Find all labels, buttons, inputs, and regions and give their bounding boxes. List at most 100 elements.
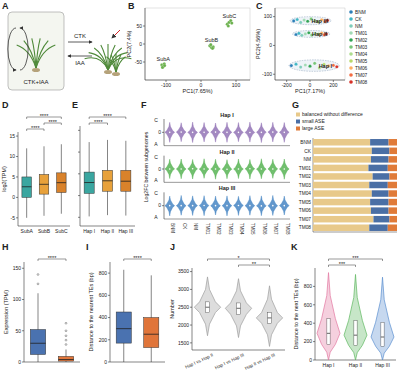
median (39, 184, 49, 185)
y-tick-label: 0 (158, 129, 161, 135)
y-tick (143, 62, 145, 63)
median (215, 168, 217, 170)
legend-label: large ASE (302, 125, 325, 131)
panel-label: G (292, 100, 299, 110)
x-tick-label: TM01 (205, 223, 210, 235)
cycle-arrow (8, 28, 16, 70)
bar (372, 190, 389, 196)
bar (313, 216, 373, 222)
y-tick (16, 136, 18, 137)
legend-swatch (349, 80, 353, 84)
legend-swatch (349, 45, 353, 49)
x-tick-label: Hap I (323, 362, 335, 368)
violin (211, 196, 221, 215)
y-tick (143, 26, 145, 27)
violin (225, 279, 251, 338)
significance-label: ** (252, 261, 257, 267)
x-axis (24, 362, 80, 363)
point (313, 62, 316, 65)
outlier (65, 339, 67, 341)
median (261, 168, 263, 170)
y-tick (78, 130, 80, 131)
violin (317, 273, 340, 360)
y-tick-label: TM05 (299, 200, 312, 205)
significance-label: **** (103, 113, 112, 119)
median (169, 205, 171, 207)
panel-label: D (2, 100, 9, 110)
y-tick-label: 100 (13, 296, 22, 302)
legend-label: BNM (355, 10, 366, 15)
bar (371, 156, 389, 162)
median (192, 205, 194, 207)
leaf (116, 57, 126, 72)
legend-label: small ASE (302, 118, 325, 124)
legend-label: balanced without difference (302, 111, 363, 117)
median (283, 205, 285, 207)
y-tick (273, 74, 275, 75)
row-title: Hap II (220, 149, 235, 155)
inner-box (327, 319, 330, 345)
y-tick (78, 152, 80, 153)
violin (245, 196, 255, 216)
bar (389, 148, 397, 154)
median (30, 343, 45, 344)
point (209, 43, 212, 46)
panel-label: F (141, 100, 147, 110)
bar (388, 224, 397, 230)
box (30, 330, 45, 355)
y-tick-label: 800 (99, 270, 108, 276)
x-tick-label: SubC (55, 228, 68, 234)
bar (389, 207, 397, 213)
annotation: A (154, 177, 158, 183)
violin (234, 196, 244, 215)
x-tick-label: TM07 (273, 223, 278, 235)
legend-label: TM02 (355, 38, 368, 43)
y-tick (313, 304, 315, 305)
y-tick (273, 16, 275, 17)
bar (389, 156, 397, 162)
y-tick-label: TM08 (299, 225, 312, 230)
bar (371, 207, 389, 213)
y-tick (78, 217, 80, 218)
outlier (37, 274, 39, 276)
legend-label: TM05 (355, 59, 368, 64)
arrow (68, 42, 92, 43)
legend-swatch (349, 52, 353, 56)
y-tick (108, 273, 110, 274)
violin (199, 123, 209, 142)
violin (268, 159, 278, 178)
y-tick-label: 1500 (178, 340, 189, 346)
cluster-label: SubB (205, 37, 219, 43)
cluster-ellipse (293, 30, 330, 37)
row-title: Hap I (220, 112, 234, 118)
plot-area (30, 274, 73, 362)
cluster-label: SubA (157, 56, 171, 62)
median (249, 132, 251, 134)
legend-swatch (296, 120, 300, 124)
significance-label: **** (40, 113, 49, 119)
box (102, 170, 112, 191)
point (299, 21, 302, 24)
y-label: Expression (TPM) (3, 290, 9, 334)
point (304, 32, 307, 35)
x-tick-label: Hap III (118, 228, 133, 234)
bar (313, 224, 369, 230)
plot-area (160, 19, 233, 69)
legend-swatch (349, 59, 353, 63)
legend-swatch (349, 73, 353, 77)
y-tick (313, 323, 315, 324)
violin (188, 159, 198, 179)
median (354, 335, 357, 336)
y-tick-label: TM01 (299, 166, 312, 171)
x-tick-label: -100 (161, 82, 171, 88)
y-tick (78, 173, 80, 174)
violin (222, 160, 232, 179)
plot-area (116, 270, 159, 362)
y-tick (273, 45, 275, 46)
y-tick-label: 600 (304, 302, 313, 308)
median (192, 132, 194, 134)
y-tick-label: NM (304, 157, 311, 162)
x-axis (110, 362, 165, 363)
y-tick (108, 295, 110, 296)
frame (145, 8, 250, 80)
